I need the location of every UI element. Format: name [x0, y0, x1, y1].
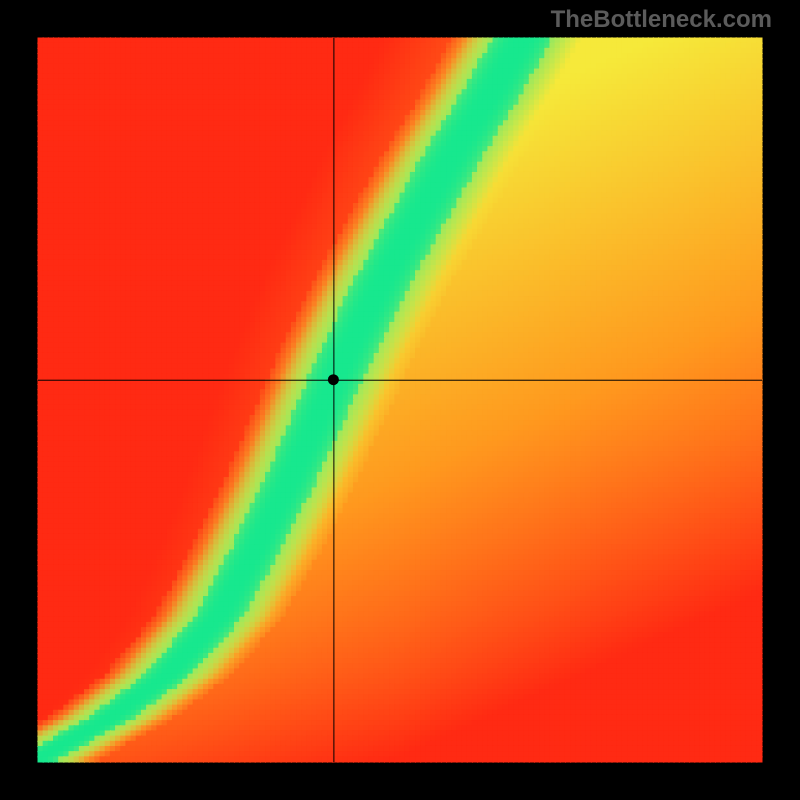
bottleneck-heatmap: [0, 0, 800, 800]
watermark-text: TheBottleneck.com: [551, 6, 772, 34]
